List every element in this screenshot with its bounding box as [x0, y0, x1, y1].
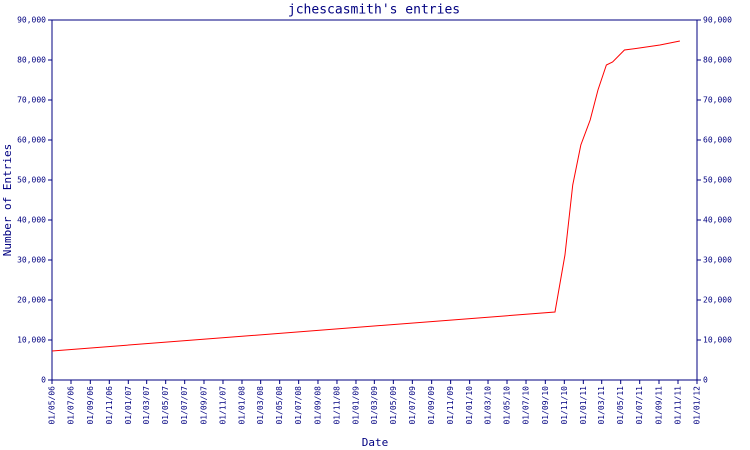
x-tick-label: 01/01/10	[465, 386, 474, 425]
y-tick-label: 40,000	[17, 216, 46, 225]
x-tick-label: 01/07/10	[522, 386, 531, 425]
y2-tick-label: 10,000	[703, 336, 732, 345]
y2-tick-label: 20,000	[703, 296, 732, 305]
x-tick-label: 01/07/08	[294, 386, 303, 425]
x-tick-label: 01/01/09	[351, 386, 360, 425]
x-tick-label: 01/01/12	[693, 386, 702, 425]
y-tick-label: 0	[41, 376, 46, 385]
y-tick-label: 20,000	[17, 296, 46, 305]
y2-tick-label: 50,000	[703, 176, 732, 185]
x-tick-label: 01/07/06	[66, 386, 75, 425]
x-tick-label: 01/05/06	[48, 386, 57, 425]
x-tick-label: 01/09/10	[541, 386, 550, 425]
y-axis-label: Number of Entries	[1, 144, 14, 257]
y2-tick-label: 90,000	[703, 16, 732, 25]
x-tick-label: 01/09/09	[427, 386, 436, 425]
y-tick-label: 80,000	[17, 56, 46, 65]
x-axis-label: Date	[362, 436, 389, 449]
y2-tick-label: 70,000	[703, 96, 732, 105]
y-tick-label: 30,000	[17, 256, 46, 265]
x-tick-label: 01/09/08	[313, 386, 322, 425]
y2-tick-label: 0	[703, 376, 708, 385]
x-tick-label: 01/03/08	[256, 386, 265, 425]
x-tick-label: 01/03/07	[142, 386, 151, 425]
x-tick-label: 01/11/06	[105, 386, 114, 425]
y-tick-label: 10,000	[17, 336, 46, 345]
y2-tick-label: 60,000	[703, 136, 732, 145]
x-tick-label: 01/03/10	[484, 386, 493, 425]
x-tick-label: 01/07/09	[408, 386, 417, 425]
y-tick-label: 90,000	[17, 16, 46, 25]
x-tick-label: 01/11/07	[218, 386, 227, 425]
x-tick-label: 01/11/09	[446, 386, 455, 425]
x-tick-label: 01/01/08	[237, 386, 246, 425]
y2-tick-label: 40,000	[703, 216, 732, 225]
y-tick-label: 60,000	[17, 136, 46, 145]
x-tick-label: 01/05/10	[503, 386, 512, 425]
x-tick-label: 01/01/11	[579, 386, 588, 425]
x-tick-label: 01/11/08	[332, 386, 341, 425]
x-tick-label: 01/07/07	[180, 386, 189, 425]
x-tick-label: 01/05/11	[616, 386, 625, 425]
y-tick-label: 70,000	[17, 96, 46, 105]
y2-tick-label: 80,000	[703, 56, 732, 65]
x-tick-label: 01/05/08	[275, 386, 284, 425]
x-tick-label: 01/05/09	[389, 386, 398, 425]
x-tick-label: 01/03/11	[597, 386, 606, 425]
x-tick-label: 01/03/09	[370, 386, 379, 425]
x-tick-label: 01/11/10	[560, 386, 569, 425]
x-tick-label: 01/07/11	[635, 386, 644, 425]
x-tick-label: 01/01/07	[124, 386, 133, 425]
x-tick-label: 01/09/06	[86, 386, 95, 425]
x-tick-label: 01/09/11	[655, 386, 664, 425]
x-tick-label: 01/11/11	[674, 386, 683, 425]
y-tick-label: 50,000	[17, 176, 46, 185]
data-line	[51, 40, 680, 352]
x-tick-label: 01/09/07	[199, 386, 208, 425]
chart-title: jchescasmith's entries	[288, 3, 460, 18]
y2-tick-label: 30,000	[703, 256, 732, 265]
x-tick-label: 01/05/07	[161, 386, 170, 425]
